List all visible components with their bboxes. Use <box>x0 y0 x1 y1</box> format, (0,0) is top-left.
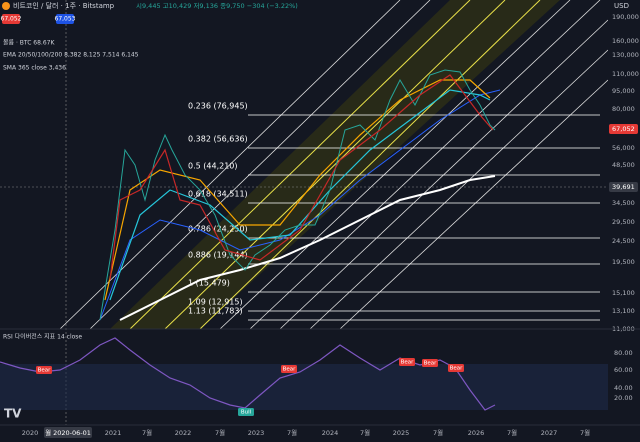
price-tick-label: 67,052 <box>612 125 635 133</box>
time-tick-label: 7월 <box>507 428 517 437</box>
legend-sma: SMA 365 close 3,436 <box>3 65 66 72</box>
legend-volume: 볼륨 · BTC 68.67K <box>3 40 55 47</box>
signal-label: Bear <box>283 367 297 373</box>
time-tick-label: 2023 <box>248 429 265 437</box>
cursor-price-box <box>609 182 638 192</box>
rsi-tick-label: 20.00 <box>614 394 633 402</box>
price-tick-label: 24,500 <box>612 237 635 245</box>
ema-line <box>109 74 494 281</box>
ema-line <box>99 89 501 321</box>
price-tick-label: 56,000 <box>612 144 635 152</box>
sell-box[interactable] <box>2 14 20 24</box>
sma-line <box>119 175 496 321</box>
channel-line <box>339 79 609 330</box>
channel-line <box>199 0 541 330</box>
time-tick-label: 2022 <box>175 429 192 437</box>
time-tick-label: 2021 <box>105 429 122 437</box>
fib-label: 0.618 (34,511) <box>188 190 248 199</box>
channel-line <box>249 0 601 330</box>
time-axis: 월 2020-06-01 2020 2021 7월 2022 7월 2023 7월 2024 7월… <box>22 427 590 438</box>
currency[interactable]: USD <box>614 2 629 10</box>
signal-label: Bear <box>401 360 415 366</box>
time-tick-label: 7월 <box>360 428 370 437</box>
ohlc: 시9,445 고10,429 저9,136 종9,750 −304 (−3.22… <box>136 1 298 10</box>
price-tick-label: 80,000 <box>612 105 635 113</box>
price-tick-label: 13,100 <box>612 307 635 315</box>
signal-badge <box>448 364 464 372</box>
price-line <box>99 69 496 321</box>
rsi-title: RSI 다이버전스 지표 14 close <box>3 333 82 341</box>
fib-label: 0.886 (19,144) <box>188 251 248 260</box>
price-tick-label: 95,000 <box>612 87 635 95</box>
rsi-tick-label: 80.00 <box>614 349 633 357</box>
time-tick-label: 2024 <box>322 429 339 437</box>
buy-box[interactable] <box>56 14 74 24</box>
channel-line <box>309 49 609 330</box>
price-tick-label: 160,000 <box>612 37 639 45</box>
ema-line <box>104 79 491 301</box>
symbol-icon <box>2 2 10 10</box>
fib-label: 0.236 (76,945) <box>188 102 248 111</box>
rsi-tick-label: 40.00 <box>614 384 633 392</box>
signal-badge <box>281 365 297 373</box>
time-tick-label: 2027 <box>541 429 558 437</box>
price-tick-label: 130,000 <box>612 51 639 59</box>
price-axis: 190,000 160,000 130,000 110,000 95,000 80,000… <box>609 13 639 333</box>
time-tick-label: 2026 <box>468 429 485 437</box>
fib-label: 0.786 (24,250) <box>188 225 248 234</box>
price-tick-label: 39,691 <box>612 183 635 191</box>
fib-label: 1.13 (11,783) <box>188 307 243 316</box>
time-tick-label: 7월 <box>142 428 152 437</box>
price-tick-label: 15,100 <box>612 289 635 297</box>
channel-line <box>279 19 609 330</box>
channel-line <box>89 0 431 330</box>
fib-label: 1 (15,479) <box>188 279 230 288</box>
price-tick-label: 19,500 <box>612 258 635 266</box>
fib-group: 0.236 (76,945) 0.382 (56,636) 0.5 (44,210)… <box>188 102 600 321</box>
legend-ema: EMA 20/50/100/200 8,382 8,125 7,514 6,14… <box>3 52 139 59</box>
logo: TV <box>4 407 22 421</box>
time-tick-label: 7월 <box>433 428 443 437</box>
rsi-band <box>0 364 608 410</box>
buy-price: 67,053 <box>55 16 76 23</box>
price-axis-bg <box>608 0 640 425</box>
channel-line <box>129 0 471 330</box>
time-tick-label: 7월 <box>215 428 225 437</box>
price-tick-label: 29,500 <box>612 218 635 226</box>
price-tick-label: 34,500 <box>612 199 635 207</box>
time-tick-label: 2020 <box>22 429 39 437</box>
fib-label: 0.5 (44,210) <box>188 162 238 171</box>
time-tick-label: 2025 <box>393 429 410 437</box>
time-tick-label: 7월 <box>287 428 297 437</box>
signal-badge <box>399 358 415 366</box>
signal-label: Bear <box>450 366 464 372</box>
cursor-date-box <box>44 427 92 438</box>
sell-price: 67,052 <box>1 16 22 23</box>
cursor-date: 월 2020-06-01 <box>45 428 91 437</box>
fib-label: 1.09 (12,915) <box>188 298 243 307</box>
fib-label: 0.382 (56,636) <box>188 135 248 144</box>
signal-label: Bear <box>424 361 438 367</box>
signal-label: Bull <box>241 410 252 416</box>
time-tick-label: 7월 <box>580 428 590 437</box>
symbol[interactable]: 비트코인 / 달러 · 1주 · Bitstamp <box>13 1 115 10</box>
price-tick-label: 110,000 <box>612 70 639 78</box>
rsi-tick-label: 60.00 <box>614 366 633 374</box>
last-price-box <box>609 124 638 134</box>
signal-badge <box>36 366 52 374</box>
price-tick-label: 190,000 <box>612 13 639 21</box>
signal-badge <box>422 359 438 367</box>
signal-badge <box>238 408 254 416</box>
rsi-group: 80.00 60.00 40.00 20.00 Bear Bear Bear Bear Bear… <box>36 349 633 416</box>
channel-line <box>219 0 571 330</box>
price-tick-label: 48,500 <box>612 161 635 169</box>
signal-label: Bear <box>38 368 52 374</box>
